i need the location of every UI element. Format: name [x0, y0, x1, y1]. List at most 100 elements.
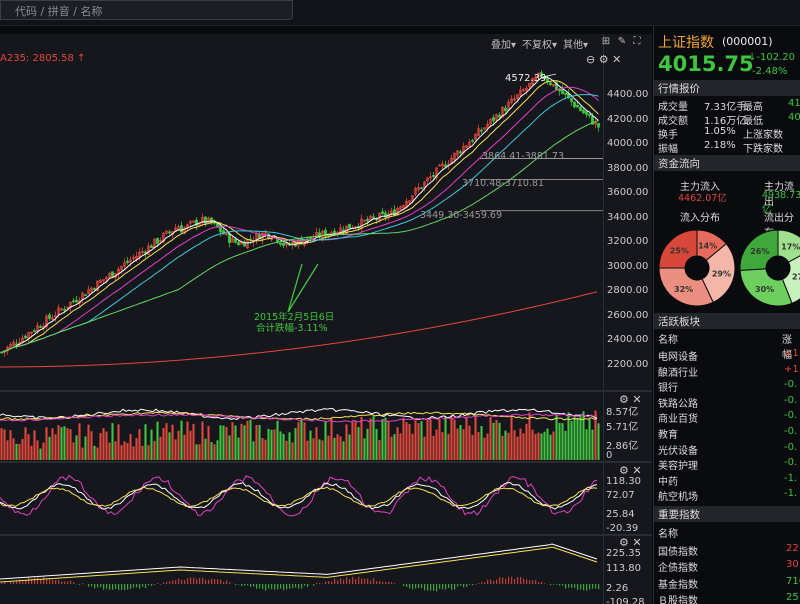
- sector-row[interactable]: 商业百货 -0.: [658, 410, 800, 425]
- volume-bar: [60, 427, 63, 460]
- market-value: 7.33亿手: [704, 102, 747, 113]
- index-row[interactable]: Ｂ股指数 25: [658, 592, 800, 604]
- volume-bar: [138, 429, 141, 460]
- candle-body: [435, 167, 438, 178]
- sector-row[interactable]: 光伏设备 -0.: [658, 442, 800, 457]
- index-row[interactable]: 国债指数 22: [658, 543, 800, 558]
- close-icon[interactable]: ✕: [632, 536, 642, 549]
- volume-bar: [561, 423, 564, 460]
- macd-bar: [385, 581, 387, 584]
- kline-chart[interactable]: 3864.41-3881.73 3710.48-3710.81 3449.30-34…: [0, 34, 652, 604]
- candle-body: [231, 237, 234, 243]
- candle-body: [126, 260, 129, 263]
- macd-bar: [13, 582, 15, 584]
- sector-row[interactable]: 教育 -0.: [658, 426, 800, 441]
- sector-row[interactable]: 美容护理 -0.: [658, 457, 800, 472]
- macd-bar: [133, 584, 135, 588]
- macd-bar: [346, 577, 348, 584]
- macd-bar: [520, 576, 522, 584]
- volume-bar: [366, 428, 369, 460]
- candle-body: [495, 114, 498, 120]
- volume-bar: [63, 426, 66, 460]
- candle-body: [162, 233, 165, 242]
- search-input[interactable]: [0, 0, 293, 20]
- macd-bar: [196, 578, 198, 584]
- gear-icon[interactable]: ⚙: [619, 536, 629, 549]
- macd-bar: [352, 576, 354, 584]
- macd-bar: [292, 584, 294, 589]
- volume-bar: [192, 423, 195, 460]
- market-key: 上涨家数: [743, 130, 783, 141]
- sector-row[interactable]: 电网设备 +1.: [658, 348, 800, 363]
- volume-bar: [318, 439, 321, 460]
- sector-change: -0.: [784, 441, 798, 453]
- volume-bar: [300, 419, 303, 460]
- volume-bar: [159, 436, 162, 460]
- index-row-value: 716: [786, 575, 800, 587]
- candle-body: [438, 164, 441, 167]
- volume-bar: [573, 416, 576, 460]
- volume-bar: [234, 425, 237, 460]
- volume-bar: [513, 430, 516, 460]
- volume-bars: [0, 410, 600, 460]
- overlay-dropdown[interactable]: 叠加▾: [491, 40, 517, 51]
- volume-bar: [321, 440, 324, 460]
- candle-body: [432, 175, 435, 177]
- volume-bar: [45, 427, 48, 460]
- minimize-icon[interactable]: ⊖: [586, 53, 596, 66]
- candle-body: [522, 89, 525, 92]
- macd-bar: [418, 584, 420, 589]
- other-dropdown[interactable]: 其他▾: [563, 40, 589, 51]
- candle-body: [264, 232, 267, 235]
- volume-bar: [549, 434, 552, 460]
- macd-bar: [169, 581, 171, 584]
- index-row-name: Ｂ股指数: [658, 595, 698, 604]
- sector-row[interactable]: 航空机场 -1.: [658, 488, 800, 503]
- gear-icon[interactable]: ⚙: [619, 393, 629, 406]
- sector-row[interactable]: 酿酒行业 +1.: [658, 364, 800, 379]
- sector-change: -0.: [784, 379, 798, 391]
- macd-bar: [289, 584, 291, 589]
- volume-bar: [24, 427, 27, 460]
- volume-bar: [327, 435, 330, 460]
- candle-body: [402, 205, 405, 209]
- macd-bar: [205, 579, 207, 584]
- sector-row[interactable]: 中药 -1.: [658, 473, 800, 488]
- high-marker: 4572.39: [505, 73, 546, 84]
- market-key: 换手: [658, 130, 678, 141]
- grid-icon[interactable]: ⊞: [601, 36, 611, 47]
- gear-icon[interactable]: ⚙: [598, 53, 609, 66]
- gear-icon[interactable]: ⚙: [619, 464, 629, 477]
- candle-body: [399, 206, 402, 210]
- macd-bar: [226, 580, 228, 584]
- draw-pen-icon[interactable]: ✎: [617, 36, 627, 47]
- sector-row[interactable]: 银行 -0.: [658, 379, 800, 394]
- sector-name: 铁路公路: [658, 398, 698, 410]
- index-row[interactable]: 企债指数 30: [658, 559, 800, 574]
- candle-body: [300, 239, 303, 245]
- macd-bar: [445, 584, 447, 590]
- macd-bar: [484, 582, 486, 584]
- volume-bar: [465, 417, 468, 460]
- volume-bar: [558, 422, 561, 460]
- macd-tick-label: -109.28: [606, 597, 645, 604]
- sector-row[interactable]: 铁路公路 -0.: [658, 395, 800, 410]
- close-icon[interactable]: ✕: [632, 393, 642, 406]
- candle-body: [465, 145, 468, 149]
- close-icon[interactable]: ✕: [612, 53, 622, 66]
- candle-body: [279, 242, 282, 245]
- close-icon[interactable]: ✕: [632, 464, 642, 477]
- fullscreen-icon[interactable]: ⛶: [633, 36, 641, 47]
- index-row[interactable]: 基金指数 716: [658, 576, 800, 591]
- macd-bar: [331, 581, 333, 584]
- volume-bar: [99, 433, 102, 460]
- volume-bar: [411, 433, 414, 460]
- macd-bar: [361, 578, 363, 584]
- chart-area[interactable]: 3864.41-3881.73 3710.48-3710.81 3449.30-34…: [0, 34, 652, 604]
- candle-body: [51, 317, 54, 320]
- candle-body: [81, 292, 84, 300]
- volume-bar: [216, 440, 219, 460]
- volume-bar: [204, 438, 207, 460]
- adjust-dropdown[interactable]: 不复权▾: [522, 40, 558, 51]
- volume-bar: [84, 436, 87, 460]
